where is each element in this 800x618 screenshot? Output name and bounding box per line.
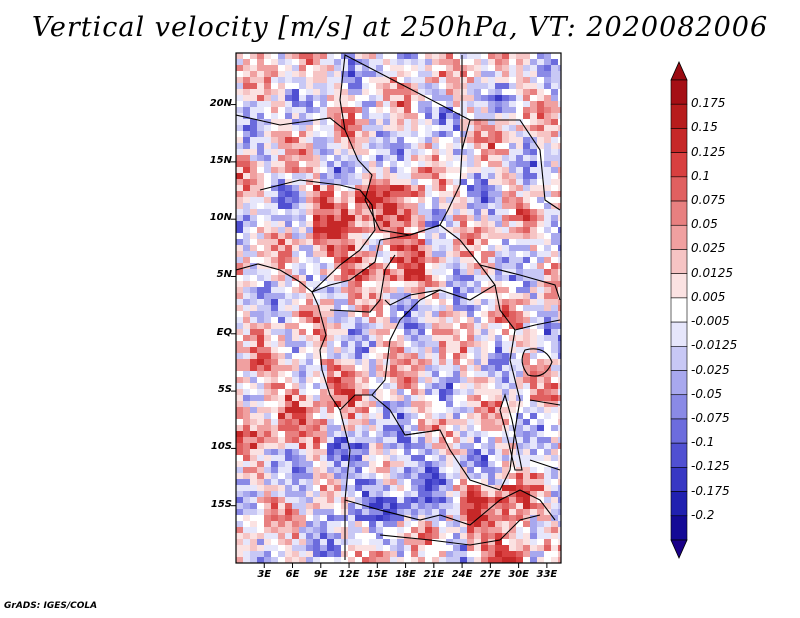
lon-label: 18E [395, 569, 416, 580]
colorbar-swatch [670, 442, 688, 468]
lake-victoria [521, 348, 553, 377]
colorbar-tick-label: 0.15 [691, 120, 718, 135]
axis-ticks [231, 104, 548, 568]
lon-label: 30E [508, 569, 529, 580]
colorbar-swatch [670, 346, 688, 371]
lon-label: 21E [423, 569, 445, 580]
lon-label: 27E [479, 569, 501, 580]
colorbar-swatch [670, 176, 688, 202]
border-sudan [461, 55, 561, 211]
colorbar-swatch [670, 515, 688, 541]
lat-label: EQ [216, 326, 232, 338]
colorbar-swatch [670, 103, 688, 129]
colorbar-swatch [670, 370, 688, 396]
border-cameroon [311, 239, 396, 313]
colorbar-swatch [670, 249, 688, 274]
lat-label: 5N [216, 269, 232, 281]
colorbar-tick-label: 0.1 [691, 168, 711, 183]
colorbar-tick-label: -0.125 [691, 459, 730, 474]
colorbar-tick-label: 0.0125 [691, 265, 733, 280]
colorbar-tick-label: 0.05 [691, 217, 718, 232]
border-south-sudan [479, 264, 561, 331]
lat-label: 10S [210, 441, 232, 453]
colorbar-tick-label: -0.2 [691, 507, 715, 522]
colorbar-top-arrow [670, 61, 688, 81]
colorbar-swatch [670, 200, 688, 226]
colorbar-swatch [670, 128, 688, 153]
colorbar-swatch [670, 224, 688, 250]
lon-label: 12E [338, 569, 360, 580]
lake-tanganyika [499, 393, 523, 471]
lon-label: 9E [313, 569, 328, 580]
colorbar-tick-label: 0.175 [691, 96, 726, 111]
border-angola [339, 409, 501, 560]
lon-label: 33E [536, 569, 558, 580]
colorbar-tick-label: -0.175 [691, 483, 730, 498]
map-frame [235, 52, 562, 564]
colorbar-tick-label: -0.075 [691, 410, 730, 425]
colorbar-swatch [670, 152, 688, 178]
colorbar-tick-label: 0.075 [691, 193, 726, 208]
border-zambia [439, 489, 556, 541]
colorbar-swatch [670, 321, 688, 347]
colorbar [670, 61, 688, 559]
colorbar-swatch [670, 297, 688, 323]
lon-label: 15E [366, 569, 388, 580]
coastline-gulf-of-guinea [236, 263, 341, 411]
lat-label: 15N [209, 154, 232, 166]
colorbar-tick-label: -0.1 [691, 435, 715, 450]
colorbar-swatch [670, 273, 688, 299]
colorbar-swatch [670, 418, 688, 444]
lon-label: 6E [285, 569, 300, 580]
colorbar-tick-label: -0.005 [691, 314, 730, 329]
lat-label: 15S [210, 498, 232, 510]
colorbar-tick-label: 0.025 [691, 241, 726, 256]
colorbar-bottom-arrow [670, 539, 688, 559]
grads-credit: GrADS: IGES/COLA [4, 601, 98, 611]
colorbar-swatch [670, 394, 688, 420]
lat-label: 5S [217, 384, 232, 396]
border-east-africa [514, 319, 561, 471]
colorbar-tick-label: 0.125 [691, 144, 726, 159]
border-drc [339, 289, 521, 491]
colorbar-swatch [670, 79, 688, 105]
lat-label: 10N [209, 212, 232, 224]
colorbar-tick-label: -0.05 [691, 386, 723, 401]
country-borders [236, 54, 561, 560]
colorbar-tick-label: -0.0125 [691, 338, 738, 353]
lon-label: 3E [257, 569, 272, 580]
border-chad [339, 54, 471, 236]
colorbar-tick-label: 0.005 [691, 289, 726, 304]
lat-label: 20N [209, 97, 232, 109]
chart-title: Vertical velocity [m/s] at 250hPa, VT: 2… [31, 12, 769, 43]
lon-label: 24E [451, 569, 473, 580]
vertical-velocity-field [236, 53, 561, 563]
border-niger-nigeria [236, 114, 376, 293]
colorbar-swatch [670, 467, 688, 492]
colorbar-swatch [670, 491, 688, 517]
colorbar-tick-label: -0.025 [691, 362, 730, 377]
